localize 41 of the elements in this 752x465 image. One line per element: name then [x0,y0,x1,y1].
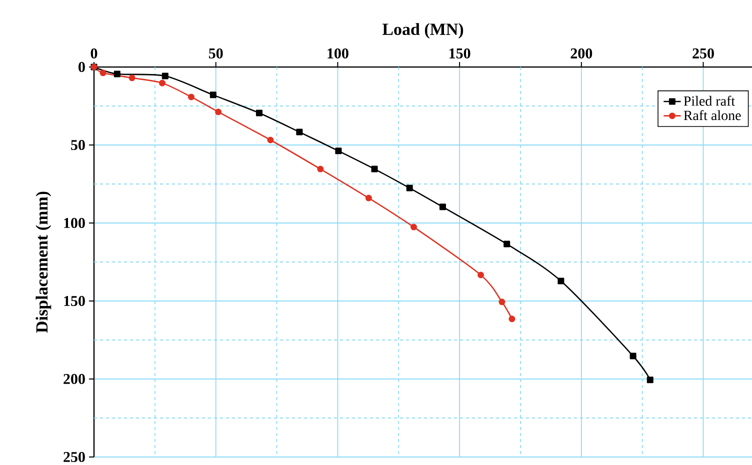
point [188,94,194,100]
point [371,166,378,172]
y-tick-label: 150 [64,296,85,306]
point [410,224,417,230]
point [504,240,510,248]
point [256,110,262,116]
point [100,70,106,76]
y-tick-label: 200 [64,374,85,384]
x-tick-label: 100 [328,48,348,58]
point [406,184,413,192]
point [162,72,168,80]
point [498,298,506,306]
y-axis-title: Displacement (mm) [36,192,52,333]
point [267,136,274,144]
point [335,148,342,154]
point [296,128,303,136]
y-tick-label: 100 [64,218,85,228]
x-tick-label: 50 [208,48,223,58]
point [439,204,446,210]
point [646,376,654,384]
x-tick-label: 250 [692,48,714,58]
point [114,70,120,78]
point [215,108,222,116]
point [128,74,136,82]
point [630,352,636,360]
x-tick-label: 200 [570,48,592,58]
x-tick-label: 0 [90,48,98,58]
point [365,194,372,202]
y-tick-label: 250 [64,452,85,462]
point [210,92,216,98]
x-tick-label: 150 [450,48,470,58]
point [158,80,166,86]
legend-label: Raft alone [684,110,741,120]
legend-label: Piled raft [684,96,736,106]
point [478,272,484,278]
x-axis-title: Load (MN) [382,23,464,38]
point [558,278,564,284]
y-tick-label: 50 [71,140,85,150]
point [508,316,516,322]
y-tick-label: 0 [78,62,85,72]
point [317,166,324,172]
